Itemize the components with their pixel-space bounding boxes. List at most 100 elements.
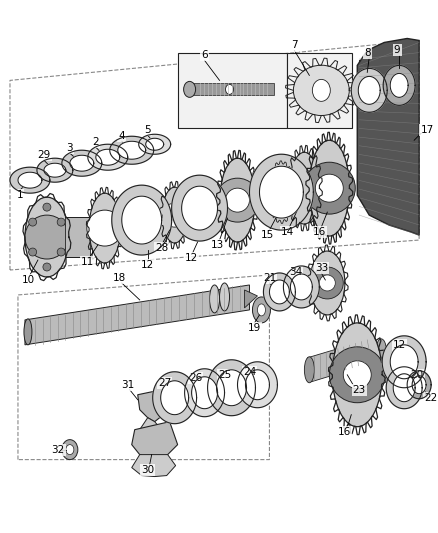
Text: 24: 24: [243, 367, 256, 377]
Polygon shape: [146, 138, 164, 150]
Text: 1: 1: [17, 190, 23, 200]
Polygon shape: [250, 154, 313, 230]
Ellipse shape: [319, 275, 336, 291]
Text: 7: 7: [291, 41, 298, 51]
Ellipse shape: [293, 65, 349, 116]
Bar: [65, 217, 90, 257]
Polygon shape: [112, 185, 172, 255]
Polygon shape: [390, 74, 408, 98]
Ellipse shape: [209, 285, 219, 313]
Bar: [359, 60, 414, 122]
Text: 28: 28: [155, 243, 168, 253]
Ellipse shape: [25, 197, 69, 277]
Text: 23: 23: [353, 385, 366, 395]
Polygon shape: [351, 68, 387, 112]
Ellipse shape: [66, 445, 74, 455]
Text: 21: 21: [263, 273, 276, 283]
Text: 12: 12: [392, 340, 406, 350]
Ellipse shape: [220, 158, 255, 242]
Polygon shape: [153, 372, 197, 424]
Text: 10: 10: [21, 275, 35, 285]
Polygon shape: [62, 150, 102, 176]
Polygon shape: [110, 136, 154, 164]
Polygon shape: [390, 345, 418, 379]
Text: 17: 17: [420, 125, 434, 135]
Text: 26: 26: [189, 373, 202, 383]
Text: 12: 12: [185, 253, 198, 263]
Ellipse shape: [289, 152, 319, 224]
Text: 22: 22: [424, 393, 438, 403]
Polygon shape: [10, 167, 50, 193]
Bar: [287, 53, 352, 128]
Polygon shape: [161, 381, 189, 415]
Polygon shape: [122, 196, 162, 244]
Text: 6: 6: [201, 51, 208, 60]
Polygon shape: [357, 38, 419, 235]
Ellipse shape: [329, 347, 385, 403]
Ellipse shape: [365, 339, 377, 365]
Text: 33: 33: [315, 263, 328, 273]
Text: 8: 8: [364, 49, 371, 59]
Ellipse shape: [89, 193, 120, 263]
Polygon shape: [290, 274, 312, 300]
Bar: [178, 53, 287, 128]
Polygon shape: [383, 66, 415, 106]
Ellipse shape: [258, 304, 265, 316]
Text: 16: 16: [338, 426, 351, 437]
Ellipse shape: [226, 84, 233, 94]
Ellipse shape: [25, 215, 69, 259]
Ellipse shape: [315, 174, 343, 202]
Polygon shape: [44, 163, 66, 177]
Text: 25: 25: [218, 370, 231, 380]
Polygon shape: [18, 172, 42, 188]
Ellipse shape: [310, 251, 345, 315]
Polygon shape: [118, 141, 146, 159]
Text: 20: 20: [410, 370, 424, 380]
Polygon shape: [237, 362, 277, 408]
Polygon shape: [393, 374, 415, 402]
Text: 3: 3: [67, 143, 73, 154]
Ellipse shape: [252, 297, 270, 323]
Ellipse shape: [304, 162, 355, 214]
Ellipse shape: [219, 283, 230, 311]
Polygon shape: [132, 455, 176, 477]
Polygon shape: [139, 134, 171, 154]
Ellipse shape: [62, 440, 78, 459]
Polygon shape: [283, 266, 319, 308]
Polygon shape: [259, 166, 304, 218]
Ellipse shape: [286, 170, 322, 206]
Ellipse shape: [162, 203, 187, 227]
Polygon shape: [88, 144, 128, 170]
Text: 2: 2: [92, 138, 99, 147]
Polygon shape: [264, 273, 295, 311]
Ellipse shape: [312, 79, 330, 101]
Polygon shape: [191, 377, 218, 409]
Ellipse shape: [309, 140, 350, 236]
Ellipse shape: [226, 188, 250, 212]
Text: 16: 16: [313, 227, 326, 237]
Ellipse shape: [162, 187, 187, 243]
Ellipse shape: [343, 361, 371, 389]
Text: 4: 4: [118, 131, 125, 141]
Text: 34: 34: [289, 267, 302, 277]
Text: 5: 5: [145, 125, 151, 135]
Text: 30: 30: [141, 465, 154, 474]
Text: 19: 19: [248, 323, 261, 333]
Text: 29: 29: [37, 150, 50, 160]
Polygon shape: [182, 186, 218, 230]
Text: 12: 12: [141, 260, 154, 270]
Polygon shape: [412, 376, 426, 394]
Polygon shape: [382, 336, 426, 387]
Polygon shape: [307, 338, 377, 382]
Polygon shape: [37, 158, 73, 182]
Polygon shape: [70, 155, 94, 171]
Polygon shape: [140, 418, 162, 438]
Polygon shape: [386, 367, 422, 409]
Text: 15: 15: [261, 230, 274, 240]
Polygon shape: [185, 369, 225, 417]
Ellipse shape: [332, 323, 382, 427]
Polygon shape: [269, 280, 290, 304]
Bar: [190, 83, 275, 95]
Polygon shape: [96, 149, 120, 165]
Ellipse shape: [57, 248, 65, 256]
